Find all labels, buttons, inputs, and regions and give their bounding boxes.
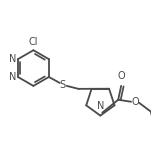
Text: O: O xyxy=(131,97,139,107)
Text: O: O xyxy=(117,71,125,81)
Text: N: N xyxy=(97,101,104,111)
Text: S: S xyxy=(60,80,66,90)
Text: N: N xyxy=(9,72,16,82)
Text: N: N xyxy=(9,54,16,64)
Text: Cl: Cl xyxy=(29,37,38,47)
